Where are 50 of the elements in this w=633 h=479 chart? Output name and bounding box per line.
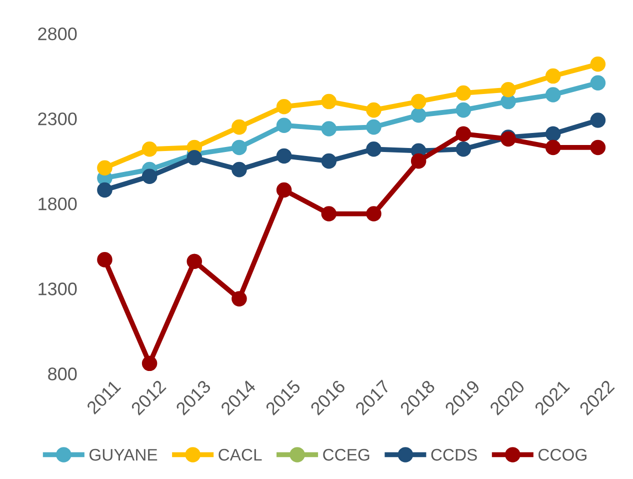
y-tick-label: 1800 bbox=[38, 198, 77, 210]
point bbox=[321, 153, 337, 169]
y-tick-label: 2800 bbox=[38, 27, 77, 40]
point bbox=[590, 140, 606, 156]
point bbox=[276, 99, 292, 114]
point bbox=[97, 252, 112, 268]
point bbox=[410, 94, 426, 110]
point bbox=[366, 206, 382, 222]
point bbox=[276, 118, 292, 133]
point bbox=[590, 75, 606, 90]
point bbox=[186, 150, 202, 166]
point bbox=[232, 291, 247, 306]
legend-label: CCOG bbox=[538, 448, 586, 461]
point bbox=[321, 94, 337, 110]
point bbox=[456, 85, 472, 101]
point bbox=[456, 142, 472, 157]
y-tick-label: 1300 bbox=[38, 282, 77, 296]
point bbox=[142, 168, 158, 184]
point bbox=[321, 121, 337, 136]
point bbox=[545, 68, 561, 84]
point bbox=[232, 140, 247, 156]
point bbox=[545, 140, 561, 156]
point bbox=[232, 119, 247, 135]
point bbox=[545, 87, 561, 102]
legend-label: GUYANE bbox=[90, 448, 158, 461]
legend-label: CCEG bbox=[323, 448, 370, 461]
point bbox=[142, 356, 158, 372]
point bbox=[366, 142, 382, 157]
point bbox=[366, 102, 382, 118]
point bbox=[276, 148, 292, 164]
point bbox=[410, 153, 426, 169]
point bbox=[276, 182, 292, 198]
point bbox=[186, 254, 202, 270]
point bbox=[410, 108, 426, 123]
point bbox=[545, 126, 561, 142]
y-tick-label: 2300 bbox=[38, 112, 77, 126]
y-tick-label: 800 bbox=[48, 368, 77, 380]
point bbox=[366, 119, 382, 135]
point bbox=[456, 102, 472, 118]
point bbox=[321, 206, 337, 222]
point bbox=[142, 142, 158, 157]
legend-label: CACL bbox=[218, 448, 262, 461]
point bbox=[97, 160, 112, 176]
point bbox=[500, 82, 516, 98]
point bbox=[590, 56, 606, 72]
point bbox=[97, 182, 112, 198]
point bbox=[232, 162, 247, 178]
legend-label: CCDS bbox=[431, 448, 477, 461]
point bbox=[456, 126, 472, 142]
point bbox=[590, 112, 606, 128]
